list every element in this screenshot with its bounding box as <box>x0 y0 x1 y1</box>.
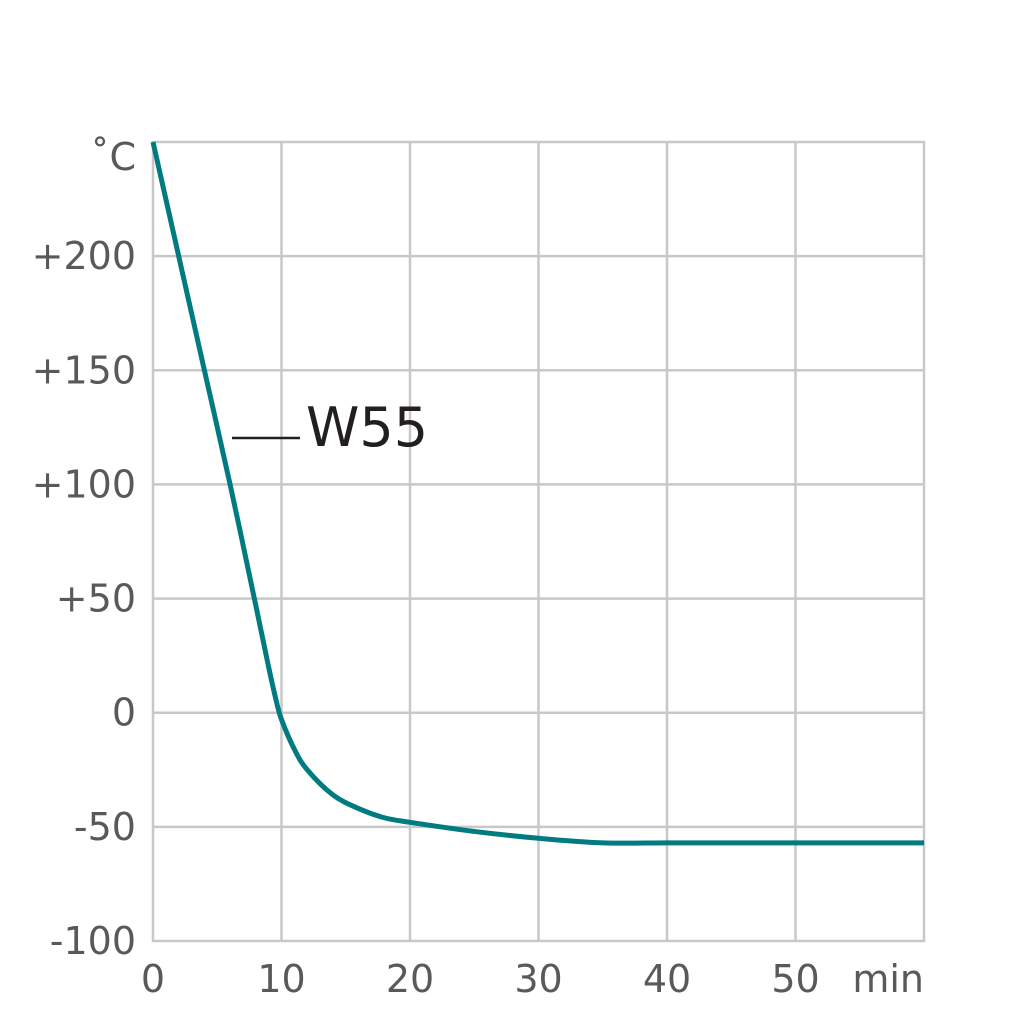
series-layer <box>150 141 924 846</box>
y-tick-label: -50 <box>74 805 136 849</box>
x-tick-label: 10 <box>257 957 305 1001</box>
x-axis-unit-label: min <box>852 957 924 1001</box>
x-tick-label: 0 <box>141 957 165 1001</box>
y-tick-label: +200 <box>32 234 136 278</box>
grid <box>151 140 926 943</box>
y-tick-label: +100 <box>32 462 136 506</box>
x-tick-label: 40 <box>643 957 691 1001</box>
y-tick-label: +50 <box>56 577 136 621</box>
x-tick-label: 50 <box>771 957 819 1001</box>
legend-series-label: W55 <box>306 396 428 459</box>
y-tick-label: +150 <box>32 348 136 392</box>
x-tick-label: 30 <box>514 957 562 1001</box>
y-axis-unit-label: ˚C <box>90 135 136 179</box>
y-tick-label: -100 <box>50 919 136 963</box>
series-line-w55 <box>150 141 924 846</box>
x-tick-label: 20 <box>386 957 434 1001</box>
y-tick-label: 0 <box>112 691 136 735</box>
series-legend: W55 <box>232 396 428 459</box>
